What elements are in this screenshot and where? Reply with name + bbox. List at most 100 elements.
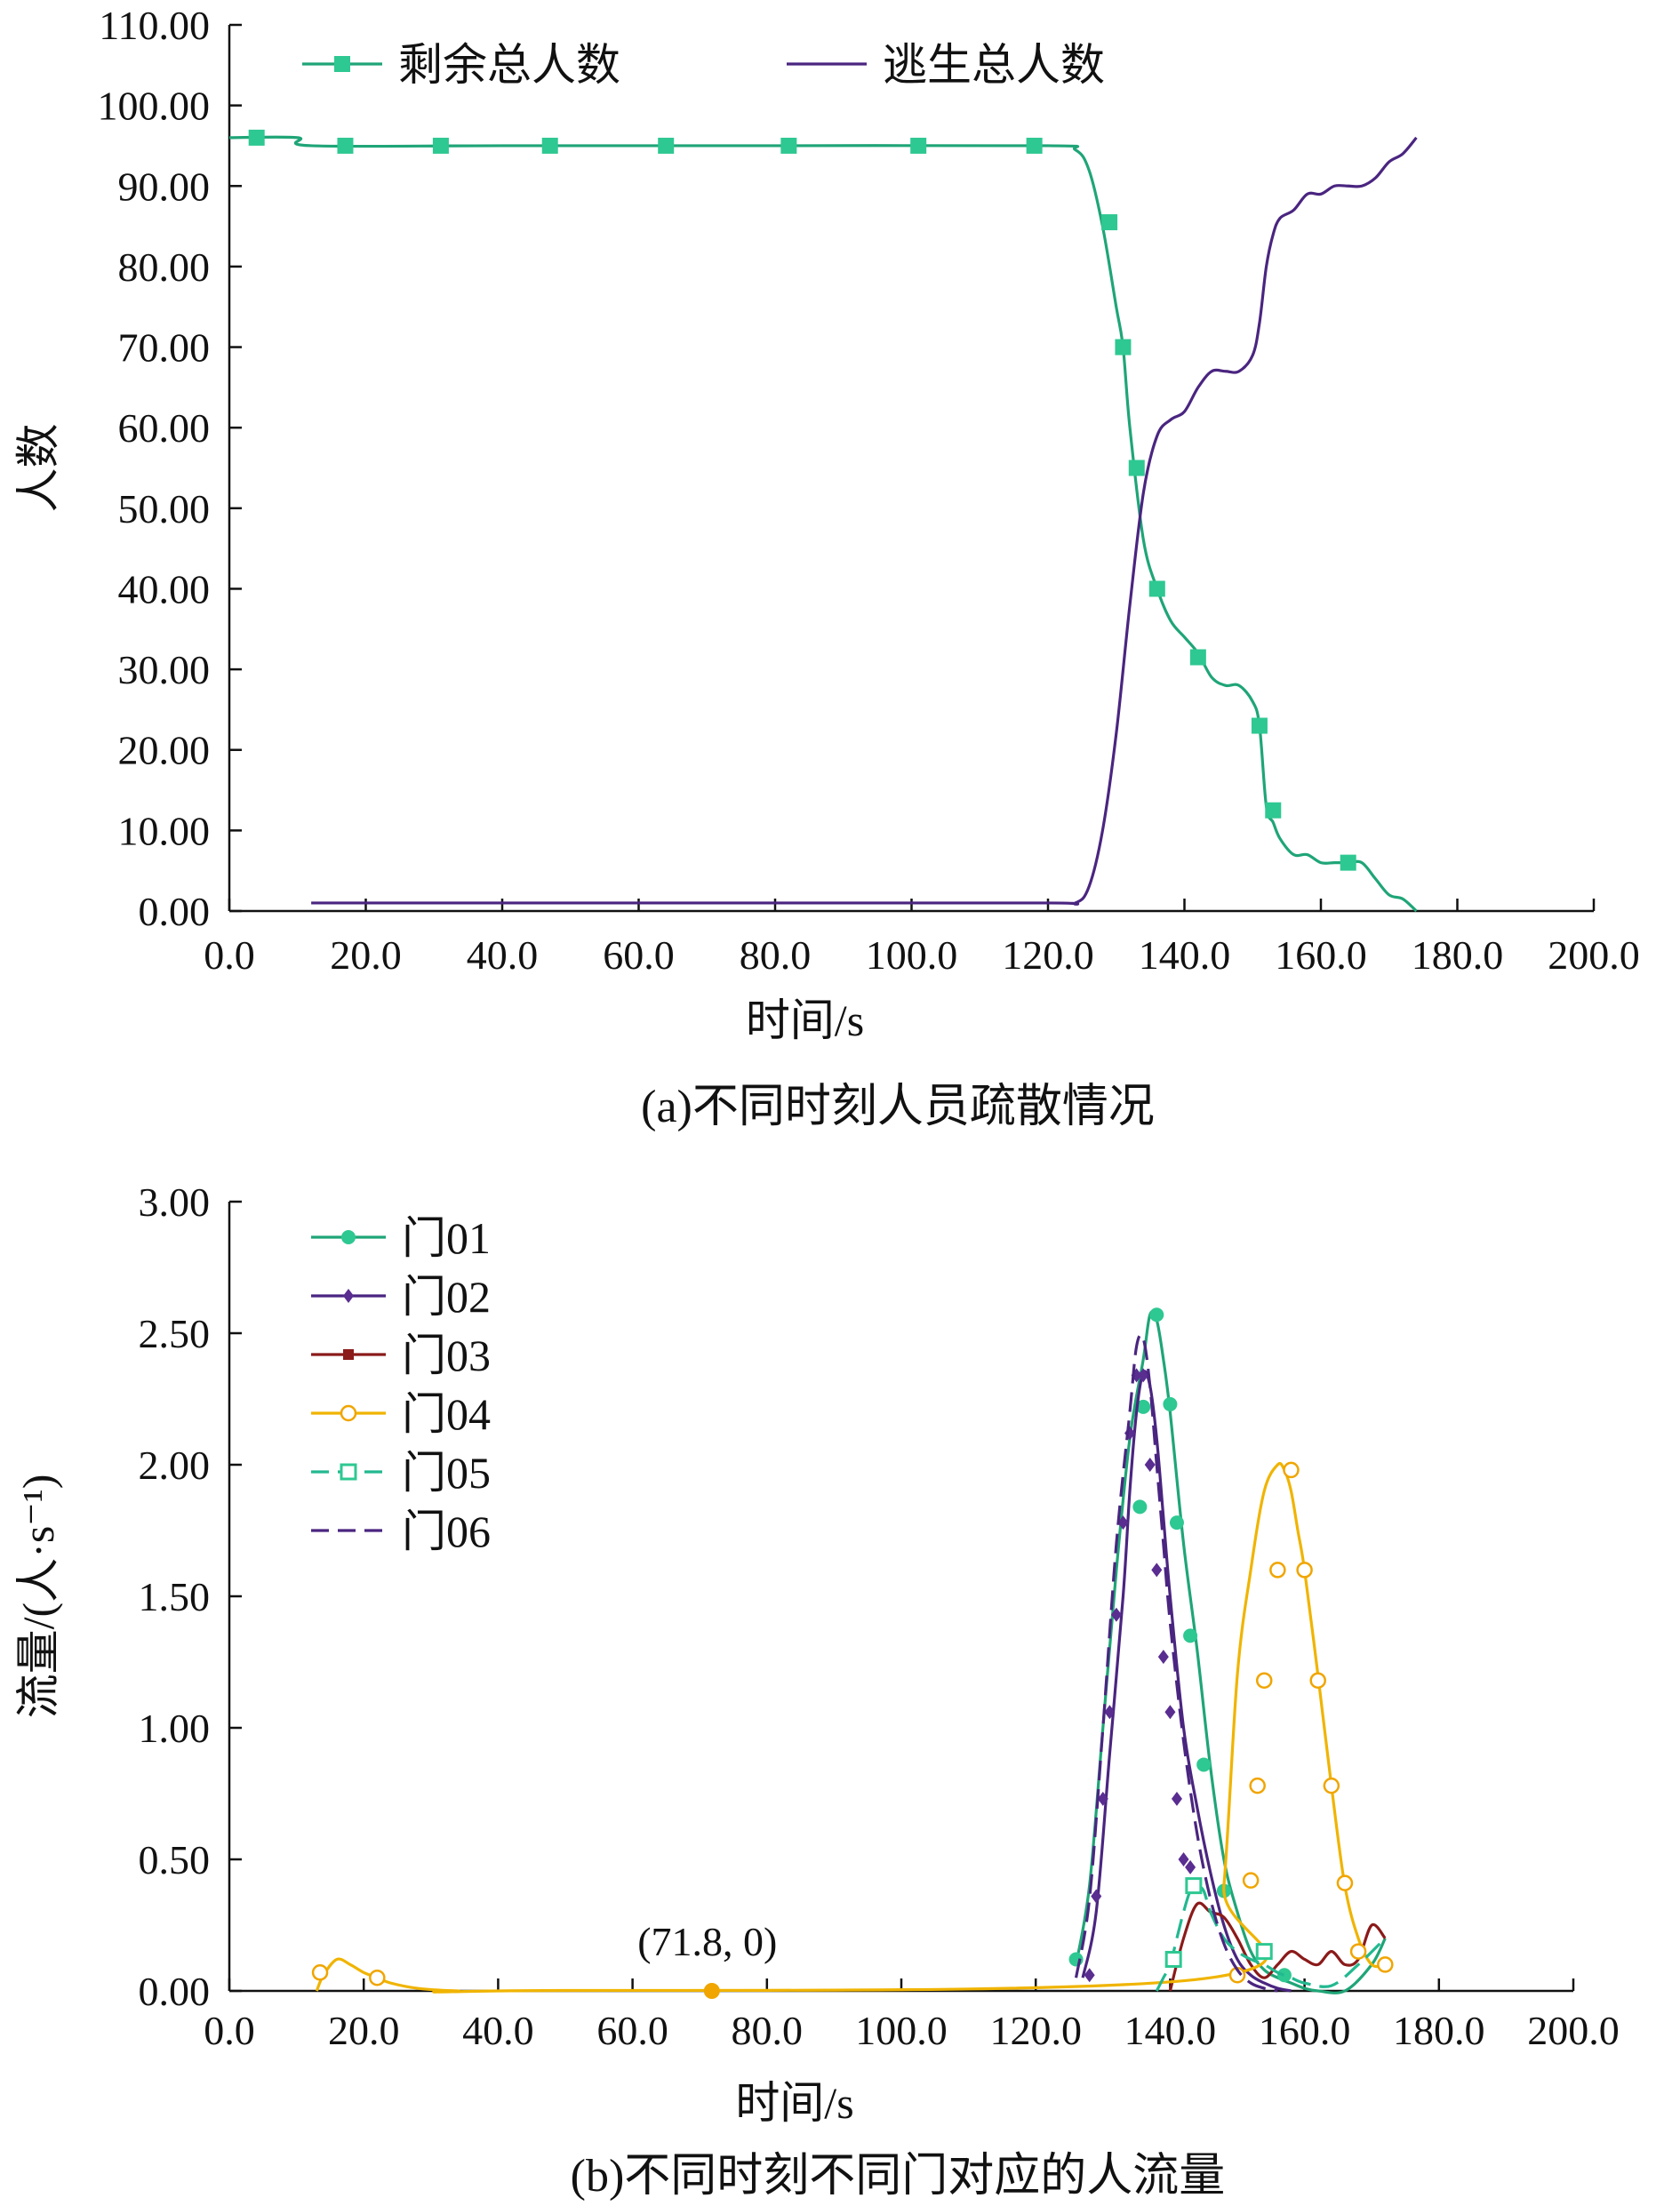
legend-marker (334, 56, 350, 72)
series-line-2 (1081, 1370, 1292, 1993)
data-point (1323, 1777, 1340, 1794)
data-point (1185, 1859, 1196, 1874)
panel-caption: (b)不同时刻不同门对应的人流量 (571, 2151, 1226, 2202)
legend-label: 门05 (402, 1448, 491, 1498)
data-point (1269, 1562, 1286, 1579)
legend-marker (343, 1349, 354, 1360)
x-tick-label: 0.0 (204, 2008, 255, 2053)
y-axis-title: 流量/(人·s⁻¹) (13, 1475, 63, 1719)
data-point (1242, 1872, 1260, 1889)
data-point (1151, 1563, 1163, 1578)
x-tick-label: 120.0 (1002, 932, 1094, 978)
data-point (337, 137, 354, 154)
x-tick-label: 0.0 (204, 932, 255, 978)
data-point (1157, 1650, 1169, 1665)
series-line-5 (1155, 1884, 1387, 1992)
y-tick-label: 0.50 (139, 1837, 211, 1882)
x-tick-label: 200.0 (1548, 932, 1640, 978)
data-point (1336, 1874, 1354, 1891)
data-point (780, 137, 797, 154)
data-point (1296, 1562, 1313, 1579)
y-tick-label: 80.00 (118, 244, 211, 290)
legend-label: 逃生总人数 (883, 40, 1105, 90)
x-tick-label: 120.0 (989, 2008, 1082, 2053)
legend-marker (340, 1404, 357, 1422)
data-point (1276, 1968, 1292, 1983)
x-tick-label: 160.0 (1259, 2008, 1351, 2053)
data-point (1163, 1396, 1178, 1411)
x-tick-label: 100.0 (855, 2008, 948, 2053)
y-tick-label: 100.00 (98, 84, 211, 129)
panel-a-chart: 0.00 10.00 20.00 30.00 40.00 50.00 60.00 70.00 8… (13, 3, 1640, 1132)
legend-marker (341, 1230, 356, 1244)
y-tick-label: 2.00 (139, 1443, 211, 1488)
data-point (1115, 339, 1132, 356)
series-line-3 (1168, 1901, 1387, 1992)
y-tick-label: 50.00 (118, 486, 211, 532)
data-point (432, 137, 449, 154)
x-tick-label: 20.0 (330, 932, 402, 978)
x-tick-label: 80.0 (740, 932, 812, 978)
data-point (1178, 1852, 1189, 1866)
data-point (311, 1964, 329, 1981)
data-point (1251, 717, 1268, 734)
x-tick-label: 60.0 (596, 2008, 668, 2053)
x-tick-label: 40.0 (462, 2008, 534, 2053)
data-point (1255, 1943, 1273, 1961)
data-point (248, 129, 265, 146)
panel-caption: (a)不同时刻人员疏散情况 (641, 1082, 1155, 1132)
x-tick-label: 200.0 (1527, 2008, 1620, 2053)
legend-marker (340, 1463, 357, 1481)
data-point (1026, 137, 1043, 154)
x-tick-label: 140.0 (1139, 932, 1231, 978)
data-point (910, 137, 927, 154)
x-tick-label: 180.0 (1393, 2008, 1485, 2053)
y-tick-label: 2.50 (139, 1311, 211, 1356)
y-tick-label: 110.00 (99, 3, 210, 48)
data-point (1136, 1399, 1151, 1414)
data-point (541, 137, 558, 154)
data-point (1309, 1672, 1326, 1689)
series-line-1 (1074, 1310, 1387, 1994)
data-point (1117, 1515, 1129, 1531)
data-point (1189, 649, 1206, 666)
y-tick-label: 90.00 (118, 164, 211, 209)
data-point (1340, 854, 1356, 871)
data-point (658, 137, 675, 154)
x-tick-label: 180.0 (1412, 932, 1504, 978)
x-tick-label: 60.0 (603, 932, 675, 978)
data-point (1164, 1950, 1182, 1968)
x-tick-label: 20.0 (328, 2008, 400, 2053)
y-tick-label: 3.00 (139, 1179, 211, 1225)
data-point (1138, 1368, 1149, 1383)
annotation-label: (71.8, 0) (637, 1919, 777, 1964)
x-tick-label: 80.0 (732, 2008, 804, 2053)
x-tick-label: 160.0 (1275, 932, 1367, 978)
y-tick-label: 10.00 (118, 808, 211, 853)
data-point (1349, 1943, 1367, 1960)
y-tick-label: 20.00 (118, 728, 211, 773)
legend-label: 门06 (402, 1507, 491, 1556)
x-tick-label: 40.0 (467, 932, 539, 978)
legend-label: 门04 (402, 1389, 491, 1439)
data-point (1132, 1499, 1148, 1515)
data-point (1149, 1307, 1164, 1323)
x-tick-label: 100.0 (866, 932, 958, 978)
data-point (1196, 1757, 1212, 1772)
y-tick-label: 60.00 (118, 405, 211, 451)
series-line-1 (228, 135, 1418, 913)
data-point (1097, 1791, 1108, 1806)
x-axis-title: 时间/s (735, 2078, 853, 2128)
legend-label: 门03 (402, 1331, 491, 1380)
data-point (1128, 460, 1145, 476)
panel-b-chart: 0.00 0.50 1.00 1.50 2.00 2.50 3.00 0.0 20.0 40.0 6… (13, 1179, 1620, 2202)
data-point (1183, 1628, 1198, 1643)
legend-label: 门02 (402, 1272, 491, 1322)
y-tick-label: 0.00 (139, 1969, 211, 2014)
legend-label: 剩余总人数 (398, 40, 620, 90)
annotation-point (703, 1983, 720, 1999)
data-point (1144, 1458, 1156, 1472)
x-axis-title: 时间/s (746, 995, 864, 1045)
legend-marker (343, 1289, 354, 1303)
